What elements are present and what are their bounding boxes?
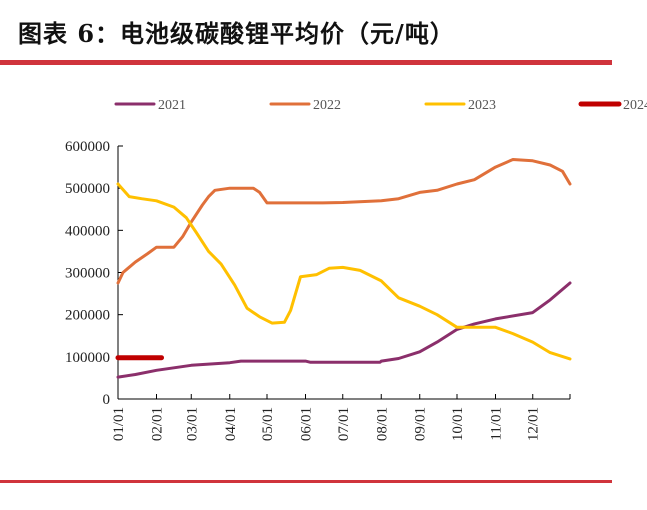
legend-label-2024: 2024 [623,98,647,113]
x-tick-label: 12/01 [526,407,542,441]
y-tick-label: 400000 [65,223,110,239]
x-tick-label: 09/01 [413,407,429,441]
x-tick-label: 06/01 [299,407,315,441]
x-tick-label: 07/01 [336,407,352,441]
x-tick-label: 08/01 [374,407,390,441]
x-tick-label: 04/01 [223,407,239,441]
x-tick-label: 10/01 [450,407,466,441]
chart-title: 图表 6：电池级碳酸锂平均价（元/吨） [18,19,455,48]
x-tick-label: 01/01 [111,407,127,441]
legend-label-2023: 2023 [468,98,496,113]
x-tick-label: 11/01 [488,407,504,441]
y-tick-label: 200000 [65,308,110,324]
series-line-2023 [116,182,572,361]
top-divider [0,60,612,65]
y-tick-label: 500000 [65,181,110,197]
x-tick-label: 03/01 [184,407,200,441]
series-line-2022 [116,158,572,285]
bottom-divider [0,480,612,483]
x-tick-label: 02/01 [149,407,165,441]
y-tick-label: 300000 [65,266,110,282]
series-line-2021 [116,281,572,379]
legend-label-2021: 2021 [158,98,186,113]
y-tick-label: 100000 [65,350,110,366]
y-tick-label: 600000 [65,139,110,155]
legend-label-2022: 2022 [313,98,341,113]
y-tick-label: 0 [103,392,111,408]
x-tick-label: 05/01 [260,407,276,441]
